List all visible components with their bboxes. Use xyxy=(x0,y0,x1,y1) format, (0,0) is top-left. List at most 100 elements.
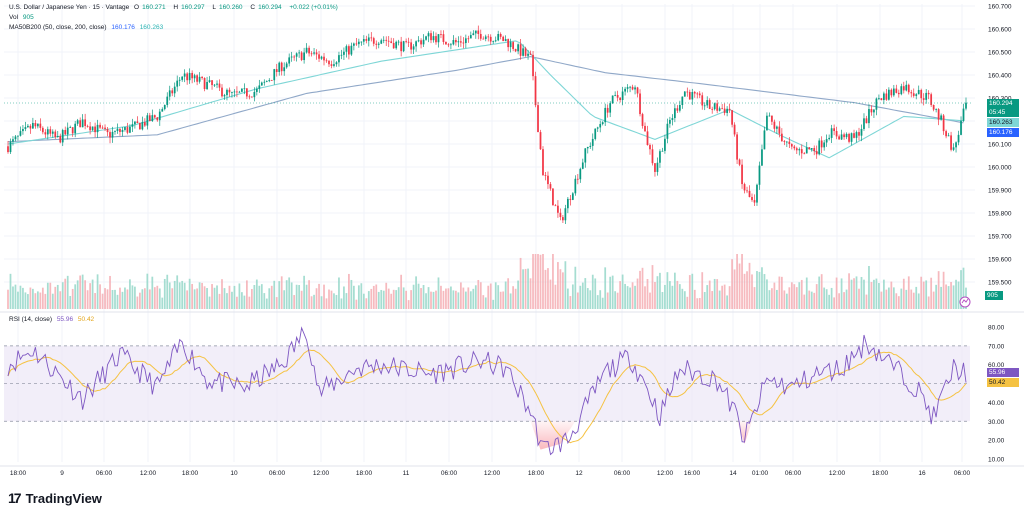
time-tick-label: 06:00 xyxy=(269,470,286,477)
time-tick-label: 18:00 xyxy=(528,470,545,477)
candle-body xyxy=(357,41,360,45)
candle-body xyxy=(723,108,726,114)
candle-body xyxy=(246,88,248,97)
volume-bar xyxy=(459,282,462,309)
volume-bar xyxy=(947,286,950,309)
candle-body xyxy=(355,43,358,45)
volume-bar xyxy=(651,265,654,309)
volume-bar xyxy=(405,290,408,309)
tradingview-logo[interactable]: 17 TradingView xyxy=(8,490,102,506)
volume-bar xyxy=(733,269,736,309)
candle-body xyxy=(350,45,353,55)
volume-label[interactable]: Vol xyxy=(9,14,19,21)
volume-bar xyxy=(295,284,298,309)
candle-body xyxy=(788,141,791,145)
candle-body xyxy=(111,131,114,138)
candle-body xyxy=(743,184,746,191)
volume-bar xyxy=(576,292,579,309)
volume-bar xyxy=(885,289,888,309)
candle-body xyxy=(950,135,952,150)
time-tick-label: 12 xyxy=(575,470,583,477)
volume-bar xyxy=(621,274,624,309)
volume-bar xyxy=(920,276,923,309)
price-tick-label: 160.100 xyxy=(988,142,1012,149)
volume-bar xyxy=(462,287,465,309)
candle-body xyxy=(853,133,855,138)
alert-icon[interactable] xyxy=(959,296,971,308)
candle-body xyxy=(141,122,144,130)
volume-bar xyxy=(606,292,609,309)
volume-bar xyxy=(201,282,203,309)
volume-bar xyxy=(121,291,124,309)
candle-body xyxy=(912,93,915,96)
ma-label[interactable]: MA50B200 (50, close, 200, close) xyxy=(9,24,107,31)
rsi-pane xyxy=(4,326,970,456)
volume-bar xyxy=(482,295,485,309)
volume-bar xyxy=(629,287,631,309)
candle-body xyxy=(203,78,206,90)
candle-body xyxy=(960,120,962,135)
volume-bar xyxy=(101,293,104,309)
volume-bar xyxy=(479,282,482,309)
candle-body xyxy=(19,131,22,136)
candle-body xyxy=(134,121,136,125)
candle-body xyxy=(250,96,253,98)
volume-bar xyxy=(293,295,296,309)
volume-bar xyxy=(54,286,57,309)
candle-body xyxy=(231,92,233,93)
candle-body xyxy=(158,111,161,121)
volume-bar xyxy=(9,273,12,309)
candle-body xyxy=(459,41,462,43)
rsi-label[interactable]: RSI (14, close) xyxy=(9,316,52,323)
volume-bar xyxy=(86,290,89,309)
candle-body xyxy=(905,84,908,91)
candle-body xyxy=(343,51,345,55)
volume-bar xyxy=(509,293,512,309)
volume-bar xyxy=(146,273,149,309)
symbol-title[interactable]: U.S. Dollar / Japanese Yen · 15 · Vantag… xyxy=(9,4,130,11)
volume-bar xyxy=(412,284,415,309)
candle-body xyxy=(54,131,57,138)
candle-body xyxy=(405,41,408,43)
candle-body xyxy=(713,103,716,110)
volume-bar xyxy=(825,289,828,309)
volume-bar xyxy=(71,288,74,309)
candle-body xyxy=(265,81,268,82)
rsi-tick-label: 40.00 xyxy=(988,400,1005,407)
volume-bar xyxy=(828,294,831,309)
candle-body xyxy=(641,114,644,126)
volume-bar xyxy=(945,284,947,309)
candle-body xyxy=(808,147,811,150)
price-tick-label: 159.500 xyxy=(988,280,1012,287)
candle-body xyxy=(233,91,236,93)
volume-bar xyxy=(776,289,778,309)
volume-bar xyxy=(636,278,639,309)
candle-body xyxy=(544,175,547,177)
candle-body xyxy=(559,212,562,218)
volume-bar xyxy=(818,276,821,309)
volume-bar xyxy=(808,290,811,309)
volume-bar xyxy=(278,281,281,309)
volume-bar xyxy=(477,279,480,309)
candle-body xyxy=(94,126,96,133)
candle-body xyxy=(566,198,569,209)
candle-body xyxy=(965,102,967,109)
volume-bar xyxy=(502,291,505,309)
candle-body xyxy=(721,108,724,110)
candle-body xyxy=(223,95,226,97)
candle-body xyxy=(487,36,490,38)
candle-body xyxy=(298,52,301,54)
candle-body xyxy=(36,123,39,127)
candle-body xyxy=(44,132,47,135)
candle-body xyxy=(482,38,485,40)
volume-bar xyxy=(537,254,539,309)
candle-body xyxy=(753,200,756,203)
volume-bar xyxy=(213,287,216,309)
candle-body xyxy=(519,44,522,56)
candle-body xyxy=(295,53,298,57)
candle-body xyxy=(564,208,567,221)
volume-bar xyxy=(557,262,559,309)
candle-body xyxy=(661,150,664,152)
